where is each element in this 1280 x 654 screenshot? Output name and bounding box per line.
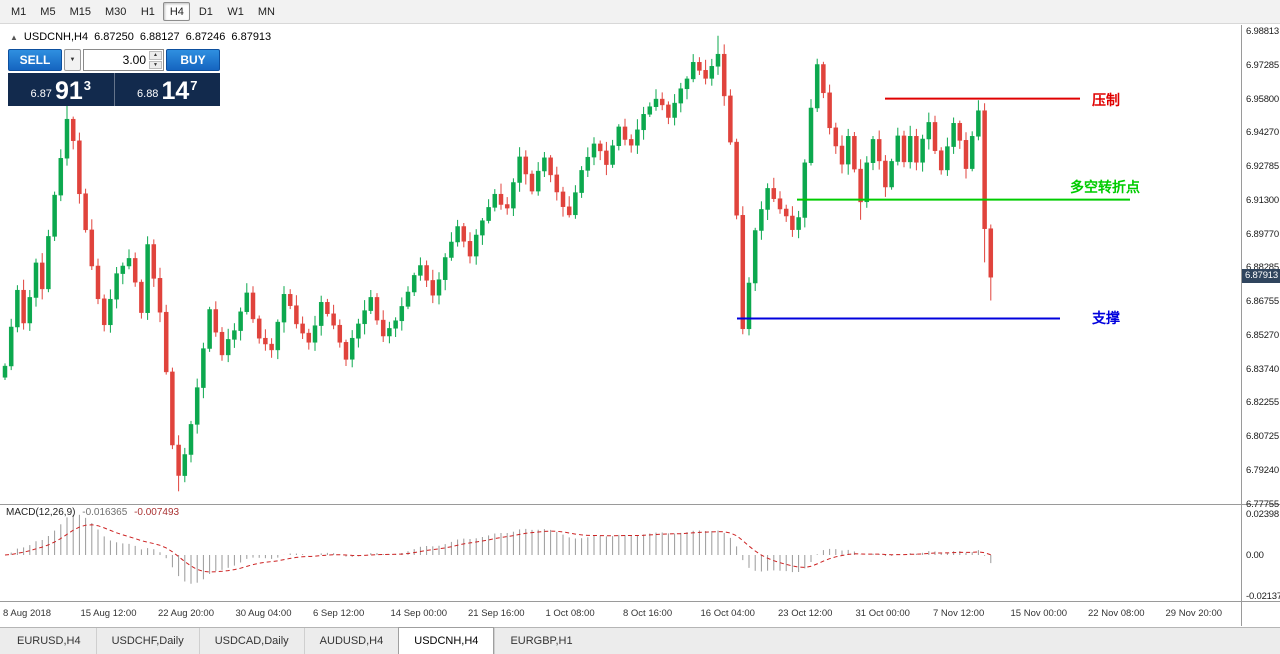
ohlc-high: 6.88127: [139, 31, 180, 43]
time-tick: 22 Aug 20:00: [158, 608, 214, 619]
time-tick: 1 Oct 08:00: [545, 608, 595, 619]
macd-axis-tick: 0.02398: [1246, 509, 1279, 520]
price-tick: 6.85270: [1246, 329, 1279, 341]
price-tick: 6.77755: [1246, 498, 1279, 510]
bid-price-sup: 3: [83, 78, 91, 93]
time-tick: 15 Aug 12:00: [80, 608, 137, 619]
volume-value[interactable]: 3.00: [122, 53, 146, 67]
trade-controls-row: SELL ▼ 3.00 ▲ ▼ BUY: [8, 49, 220, 71]
chart-tab-usdchf-daily[interactable]: USDCHF,Daily: [95, 628, 199, 654]
chevron-down-icon: ▼: [69, 57, 76, 63]
ask-price[interactable]: 6.88 14 7: [113, 73, 221, 106]
price-tick: 6.97285: [1246, 59, 1279, 71]
timeframe-button-mn[interactable]: MN: [257, 5, 275, 18]
macd-name: MACD(12,26,9): [6, 507, 76, 518]
bid-price[interactable]: 6.87 91 3: [8, 73, 114, 106]
bid-ask-display: 6.87 91 3 6.88 14 7: [8, 73, 220, 106]
ohlc-low: 6.87246: [185, 31, 226, 43]
timeframe-button-m1[interactable]: M1: [11, 5, 27, 18]
chart-ohlc-title: ▲ USDCNH,H4 6.87250 6.88127 6.87246 6.87…: [10, 31, 271, 43]
time-tick: 15 Nov 00:00: [1010, 608, 1068, 619]
chart-tab-eurusd-h4[interactable]: EURUSD,H4: [17, 635, 81, 647]
time-tick: 30 Aug 04:00: [235, 608, 292, 619]
annotation-label-2: 多空转折点: [1070, 178, 1140, 195]
chart-symbol: USDCNH,H4: [23, 31, 89, 43]
timeframe-toolbar: M1 M5 M15 M30 H1 H4 D1 W1 MN: [0, 0, 1280, 24]
macd-indicator-label: MACD(12,26,9) -0.016365 -0.007493: [6, 507, 179, 518]
volume-field[interactable]: 3.00 ▲ ▼: [83, 49, 164, 71]
volume-decrease-button[interactable]: ▼: [149, 60, 162, 69]
price-tick: 6.83740: [1246, 363, 1279, 375]
buy-button[interactable]: BUY: [166, 49, 220, 71]
price-tick: 6.88285: [1246, 262, 1279, 273]
annotation-label-1: 压制: [1092, 91, 1120, 108]
price-tick: 6.91300: [1246, 194, 1279, 206]
time-tick: 23 Oct 12:00: [778, 608, 833, 619]
price-tick: 6.80725: [1246, 431, 1279, 442]
volume-increase-button[interactable]: ▲: [149, 51, 162, 60]
macd-signal-line: [4, 524, 991, 573]
time-tick: 31 Oct 00:00: [855, 608, 910, 619]
sell-button[interactable]: SELL: [8, 49, 62, 71]
order-options-dropdown[interactable]: ▼: [64, 49, 81, 71]
timeframe-button-h1[interactable]: H1: [140, 5, 155, 18]
time-tick: 16 Oct 04:00: [700, 608, 755, 619]
annotation-label-3: 支撑: [1092, 310, 1120, 327]
candlesticks-layer: [2, 35, 994, 492]
trade-panel-collapse-icon[interactable]: ▲: [10, 32, 18, 42]
time-tick: 14 Sep 00:00: [390, 608, 448, 619]
price-tick: 6.95800: [1246, 93, 1279, 105]
one-click-trading-panel: SELL ▼ 3.00 ▲ ▼ BUY 6.87 91 3 6.88 14: [8, 49, 220, 106]
price-tick: 6.82255: [1246, 397, 1279, 409]
time-tick: 6 Sep 12:00: [313, 608, 365, 619]
macd-main-value: -0.016365: [82, 507, 128, 518]
ask-price-head: 6.88: [137, 88, 159, 100]
timeframe-button-m15[interactable]: M15: [69, 5, 91, 18]
price-tick: 6.92785: [1246, 161, 1279, 172]
chart-tab-eurgbp-h1[interactable]: EURGBP,H1: [494, 628, 587, 654]
timeframe-button-d1[interactable]: D1: [198, 5, 213, 18]
price-tick: 6.79240: [1246, 464, 1279, 476]
chart-tabs-bar: EURUSD,H4 USDCHF,Daily USDCAD,Daily AUDUSD,…: [0, 627, 1280, 654]
macd-axis-tick: 0.00: [1246, 550, 1264, 561]
bid-price-head: 6.87: [30, 88, 52, 100]
timeframe-button-h4[interactable]: H4: [163, 2, 191, 21]
time-tick: 22 Nov 08:00: [1088, 608, 1145, 619]
price-tick: 6.89770: [1246, 228, 1279, 240]
time-tick: 21 Sep 16:00: [468, 608, 525, 619]
price-tick: 6.86755: [1246, 296, 1279, 307]
current-price-tag: 6.87913: [1242, 268, 1280, 283]
macd-axis-tick: -0.02137: [1246, 591, 1280, 602]
macd-signal-value: -0.007493: [134, 507, 180, 518]
time-tick: 7 Nov 12:00: [933, 608, 985, 619]
timeframe-button-w1[interactable]: W1: [227, 5, 244, 18]
chart-tab-usdcnh-h4[interactable]: USDCNH,H4: [398, 627, 495, 654]
chart-tab-usdcad-daily[interactable]: USDCAD,Daily: [198, 628, 304, 654]
macd-histogram-layer: [10, 514, 992, 584]
timeframe-button-m5[interactable]: M5: [40, 5, 56, 18]
price-tick: 6.94270: [1246, 127, 1279, 139]
time-tick: 8 Oct 16:00: [623, 608, 673, 619]
chart-tab-audusd-h4[interactable]: AUDUSD,H4: [303, 628, 399, 654]
price-tick: 6.98813: [1246, 26, 1279, 37]
time-tick: 29 Nov 20:00: [1165, 608, 1223, 619]
ask-price-big: 14: [161, 77, 190, 105]
ask-price-sup: 7: [190, 78, 198, 93]
bid-price-big: 91: [54, 77, 83, 105]
time-tick: 8 Aug 2018: [3, 608, 52, 619]
ohlc-open: 6.87250: [94, 31, 134, 43]
volume-stepper: ▲ ▼: [149, 51, 162, 69]
timeframe-button-m30[interactable]: M30: [104, 5, 127, 18]
ohlc-close: 6.87913: [231, 31, 272, 43]
